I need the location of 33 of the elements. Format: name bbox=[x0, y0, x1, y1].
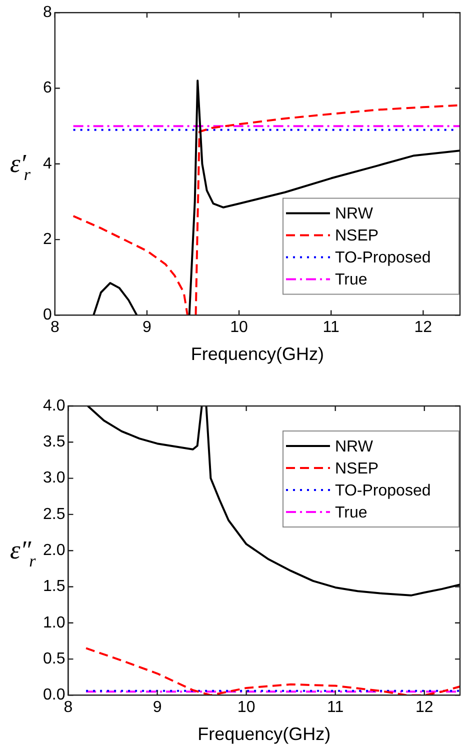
x-tick-label: 12 bbox=[415, 699, 434, 716]
x-axis-title: Frequency(GHz) bbox=[190, 344, 324, 364]
y-tick-label: 8 bbox=[42, 4, 52, 22]
y-tick-label: 4.0 bbox=[42, 397, 66, 414]
legend-label: True bbox=[335, 504, 368, 522]
legend-label: NRW bbox=[335, 206, 374, 223]
y-tick-label: 4 bbox=[42, 155, 52, 172]
y-tick-label: 0.5 bbox=[42, 650, 66, 668]
y-tick-label: 3.0 bbox=[42, 470, 66, 487]
legend-label: NSEP bbox=[335, 228, 379, 245]
x-tick-label: 11 bbox=[322, 319, 340, 336]
y-tick-label: 6 bbox=[42, 80, 52, 97]
y-tick-label: 0.0 bbox=[42, 686, 66, 704]
legend-label: TO-Proposed bbox=[335, 482, 431, 500]
x-tick-label: 9 bbox=[152, 699, 162, 716]
line-series bbox=[85, 647, 460, 696]
y-tick-label: 2.5 bbox=[42, 506, 66, 523]
y-tick-label: 1.5 bbox=[42, 578, 66, 596]
x-tick-label: 12 bbox=[414, 319, 432, 336]
legend-label: True bbox=[335, 272, 368, 289]
y-tick-label: 1.0 bbox=[42, 614, 66, 632]
x-tick-label: 9 bbox=[142, 319, 152, 336]
x-tick-label: 10 bbox=[237, 699, 256, 716]
legend-label: NRW bbox=[335, 438, 374, 456]
y-tick-label: 2.0 bbox=[42, 542, 66, 560]
x-tick-label: 10 bbox=[230, 319, 248, 336]
y-tick-label: 2 bbox=[42, 230, 52, 248]
x-tick-label: 11 bbox=[327, 699, 344, 716]
legend-label: TO-Proposed bbox=[335, 250, 431, 267]
y-tick-label: 0 bbox=[42, 306, 52, 324]
legend-label: NSEP bbox=[335, 460, 379, 478]
y-tick-label: 3.5 bbox=[42, 434, 66, 451]
x-axis-title: Frequency(GHz) bbox=[198, 724, 331, 744]
